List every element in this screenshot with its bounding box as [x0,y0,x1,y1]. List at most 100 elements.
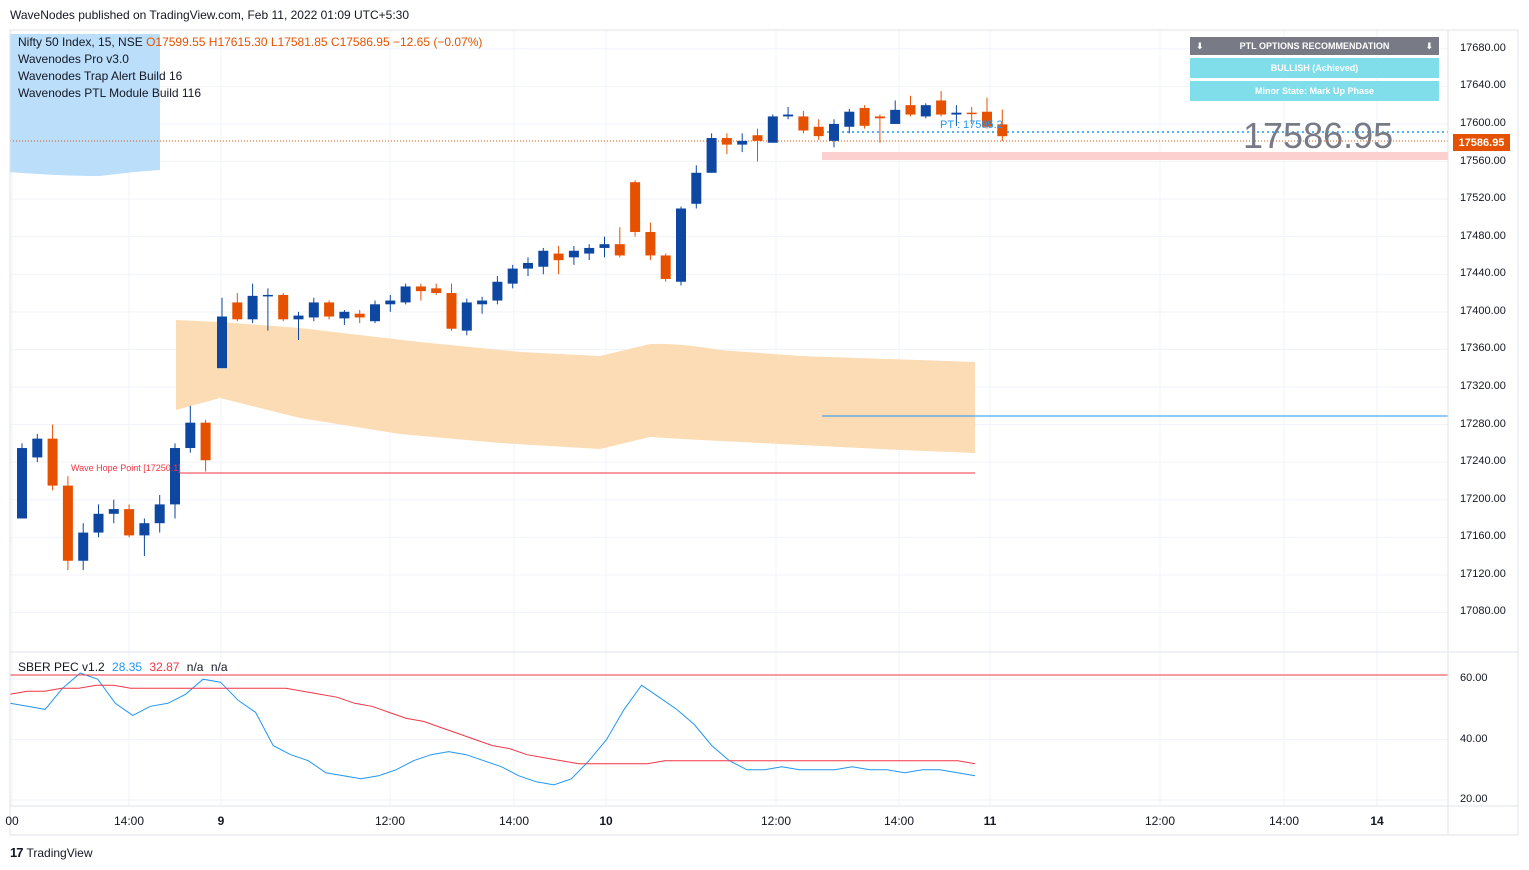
pec-red-line [9,684,976,765]
big-price-watermark: 17586.95 [1243,115,1394,156]
time-tick-label: 14:00 [498,814,530,828]
time-tick-label: 14:00 [883,814,915,828]
price-tick-label: 17200.00 [1460,492,1506,505]
price-tick-label: 17400.00 [1460,304,1506,317]
time-tick-label: 14:00 [1268,814,1300,828]
time-tick-label: 12:00 [1144,814,1176,828]
candle-body [461,302,472,331]
ptl-panel: ⬇ PTL OPTIONS RECOMMENDATION ⬇ BULLISH (… [1190,37,1439,101]
chart-frame [9,29,1519,836]
last-price-tag: 17586.95 [1453,134,1510,151]
candle-body [936,100,947,115]
frame-layer [9,29,1519,836]
candle-body [370,304,380,322]
candle-body [798,116,809,131]
candle-body [354,313,365,318]
time-tick-label: 10 [599,814,613,828]
zones-layer [10,34,1448,474]
time-tick-label: 00 [5,814,19,828]
candle-body [829,123,839,141]
time-tick-label: 12:00 [760,814,792,828]
price-tick-label: 17240.00 [1460,455,1506,468]
price-tick-label: 17280.00 [1460,417,1506,430]
candle-body [553,253,564,261]
candle-body [170,448,180,505]
candle-body [477,300,488,305]
wave-hope-label: Wave Hope Point [17250.1] [71,463,181,473]
pec-tick-label: 40.00 [1460,732,1488,745]
candle-body [62,485,73,561]
resistance-band [822,152,1448,160]
candle-body [446,293,457,329]
price-tick-label: 17520.00 [1460,192,1506,205]
pec-tick-label: 60.00 [1460,672,1488,685]
price-tick-label: 17080.00 [1460,605,1506,618]
time-tick-label: 12:00 [374,814,406,828]
candle-body [706,138,717,173]
candle-body [262,294,273,297]
blue-zone [10,34,160,176]
arrow-down-icon: ⬇ [1425,40,1433,51]
candle-body [293,315,304,320]
consolidation-zone [176,320,975,453]
indicator-legend-2[interactable]: Wavenodes Trap Alert Build 16 [18,69,183,83]
candle-body [982,111,992,127]
pec-na-2: n/a [210,660,228,674]
candle-body [676,208,686,282]
candle-body [951,112,962,115]
candle-body [507,268,518,284]
candle-body [339,311,350,319]
price-tick-label: 17640.00 [1460,79,1506,92]
candle-body [767,116,778,143]
publisher-line: WaveNodes published on TradingView.com, … [10,8,410,22]
indicator-legend-3[interactable]: Wavenodes PTL Module Build 116 [18,86,201,100]
candle-body [599,244,610,248]
ohlc-values: O17599.55 H17615.30 L17581.85 C17586.95 … [146,35,483,49]
candle-body [78,532,89,561]
candle-body [93,513,104,533]
candle-body [217,316,227,369]
candle-body [997,124,1008,137]
candle-body [630,182,641,232]
ptl-status: BULLISH (Achieved) [1190,58,1439,78]
candle-body [813,126,824,137]
candle-body [108,509,119,514]
candle-body [568,250,579,258]
pec-layer [9,672,1448,786]
tradingview-icon: 17 [10,845,24,860]
candle-body [905,105,916,115]
candle-body [721,138,732,145]
price-tick-label: 17320.00 [1460,379,1506,392]
candle-body [966,112,977,115]
ptl-header: ⬇ PTL OPTIONS RECOMMENDATION ⬇ [1190,37,1439,55]
symbol-name: Nifty 50 Index, 15, NSE [18,35,143,49]
candle-body [247,295,258,320]
pec-legend[interactable]: SBER PEC v1.2 28.35 32.87 n/a n/a [18,660,228,674]
pt-label: PT : 17595.2 [940,119,1003,131]
candle-body [584,247,595,254]
candle-body [47,438,58,486]
candle-body [32,438,43,458]
price-tick-label: 17600.00 [1460,116,1506,129]
ptl-title: PTL OPTIONS RECOMMENDATION [1239,41,1390,51]
price-tick-label: 17440.00 [1460,267,1506,280]
candle-body [385,300,396,305]
price-tick-label: 17360.00 [1460,342,1506,355]
candle-body [645,231,656,256]
pec-blue-line [9,672,976,786]
candle-body [278,294,289,320]
candle-body [614,244,625,256]
indicator-legend-1[interactable]: Wavenodes Pro v3.0 [18,52,129,66]
candle-body [17,448,27,519]
symbol-legend[interactable]: Nifty 50 Index, 15, NSE O17599.55 H17615… [18,35,482,49]
pec-tick-label: 20.00 [1460,792,1488,805]
tradingview-logo[interactable]: 17 TradingView [10,845,93,860]
price-tick-label: 17480.00 [1460,229,1506,242]
price-tick-label: 17680.00 [1460,41,1506,54]
candle-body [400,286,411,303]
candle-body [154,504,165,524]
price-tick-label: 17120.00 [1460,567,1506,580]
candle-body [124,509,135,536]
time-tick-label: 9 [217,814,225,828]
